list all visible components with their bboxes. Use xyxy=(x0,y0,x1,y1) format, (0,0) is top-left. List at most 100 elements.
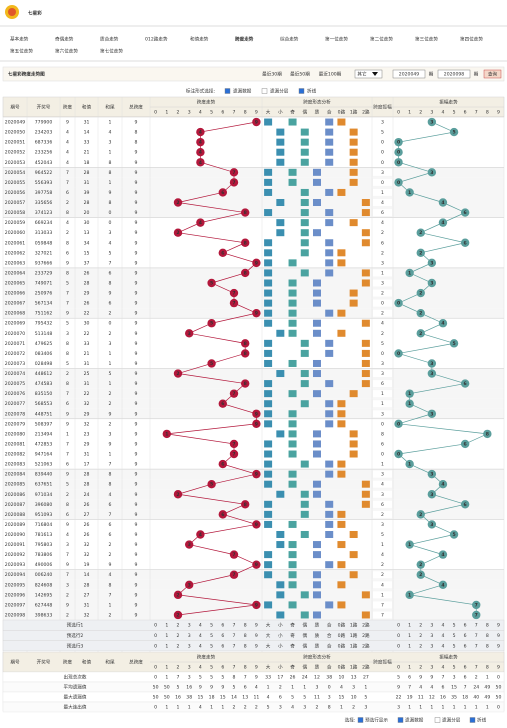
preselect-analysis[interactable]: 0路 xyxy=(338,632,346,639)
preselect-digit[interactable]: 7 xyxy=(475,623,478,629)
preselect-analysis[interactable]: 2路 xyxy=(362,642,370,649)
nav-tab[interactable]: 第六位走势 xyxy=(55,48,78,55)
preselect-analysis[interactable]: 小 xyxy=(278,632,283,639)
preselect-digit[interactable]: 8 xyxy=(244,633,247,639)
nav-tab[interactable]: 第一位走势 xyxy=(325,36,348,43)
preselect-analysis[interactable]: 质 xyxy=(315,632,320,639)
preselect-analysis[interactable]: 1路 xyxy=(350,622,358,629)
option[interactable]: 折线 xyxy=(307,88,317,95)
preselect-digit[interactable]: 2 xyxy=(177,643,180,649)
preselect-digit[interactable]: 2 xyxy=(177,633,180,639)
footer-option[interactable]: 折线 xyxy=(477,717,487,724)
preselect-digit[interactable]: 0 xyxy=(154,623,157,629)
option[interactable]: 遗漏分层 xyxy=(270,88,289,95)
range-link[interactable]: 最近50期 xyxy=(290,71,310,78)
preselect-digit[interactable]: 7 xyxy=(233,643,236,649)
preselect-digit[interactable]: 5 xyxy=(453,623,456,629)
preselect-digit[interactable]: 7 xyxy=(233,623,236,629)
footer-option[interactable]: 预选行显示 xyxy=(365,717,388,724)
nav-tab[interactable]: 第四位走势 xyxy=(460,36,483,43)
preselect-digit[interactable]: 1 xyxy=(165,643,168,649)
preselect-digit[interactable]: 5 xyxy=(210,643,213,649)
select-text[interactable]: 其它 xyxy=(357,71,367,78)
preselect-digit[interactable]: 1 xyxy=(165,633,168,639)
preselect-digit[interactable]: 0 xyxy=(154,643,157,649)
preselect-digit[interactable]: 3 xyxy=(188,623,191,629)
nav-tab[interactable]: 第二位走势 xyxy=(370,36,393,43)
preselect-digit[interactable]: 6 xyxy=(221,623,224,629)
preselect-analysis[interactable]: 奇 xyxy=(290,642,295,649)
preselect-digit[interactable]: 4 xyxy=(199,623,202,629)
nav-tab[interactable]: 第三位走势 xyxy=(415,36,438,43)
preselect-digit[interactable]: 1 xyxy=(165,623,168,629)
preselect-digit[interactable]: 7 xyxy=(475,633,478,639)
preselect-digit[interactable]: 4 xyxy=(441,623,444,629)
preselect-digit[interactable]: 6 xyxy=(464,623,467,629)
preselect-analysis[interactable]: 1路 xyxy=(350,632,358,639)
preselect-digit[interactable]: 7 xyxy=(233,633,236,639)
preselect-digit[interactable]: 2 xyxy=(419,643,422,649)
preselect-analysis[interactable]: 大 xyxy=(266,622,271,629)
preselect-digit[interactable]: 3 xyxy=(430,643,433,649)
preselect-digit[interactable]: 5 xyxy=(210,633,213,639)
preselect-digit[interactable]: 8 xyxy=(244,623,247,629)
preselect-digit[interactable]: 8 xyxy=(244,643,247,649)
preselect-digit[interactable]: 3 xyxy=(188,633,191,639)
preselect-digit[interactable]: 8 xyxy=(486,623,489,629)
preselect-digit[interactable]: 4 xyxy=(199,633,202,639)
preselect-digit[interactable]: 9 xyxy=(255,643,258,649)
nav-tab[interactable]: 和值走势 xyxy=(190,36,209,43)
preselect-analysis[interactable]: 大 xyxy=(266,632,271,639)
preselect-digit[interactable]: 6 xyxy=(221,643,224,649)
preselect-analysis[interactable]: 2路 xyxy=(362,632,370,639)
preselect-digit[interactable]: 5 xyxy=(210,623,213,629)
preselect-analysis[interactable]: 质 xyxy=(315,622,320,629)
preselect-analysis[interactable]: 合 xyxy=(327,642,332,649)
footer-option[interactable]: 遗漏数据 xyxy=(405,717,424,724)
preselect-digit[interactable]: 5 xyxy=(453,643,456,649)
input-text[interactable]: 2020098 xyxy=(444,72,465,78)
preselect-digit[interactable]: 0 xyxy=(397,633,400,639)
preselect-digit[interactable]: 0 xyxy=(154,633,157,639)
preselect-digit[interactable]: 3 xyxy=(430,623,433,629)
preselect-analysis[interactable]: 偶 xyxy=(302,632,307,639)
nav-tab[interactable]: 012路走势 xyxy=(145,36,168,43)
preselect-analysis[interactable]: 0路 xyxy=(338,642,346,649)
preselect-digit[interactable]: 2 xyxy=(419,623,422,629)
preselect-digit[interactable]: 3 xyxy=(430,633,433,639)
button-text[interactable]: 查询 xyxy=(488,71,498,78)
preselect-digit[interactable]: 8 xyxy=(486,643,489,649)
preselect-digit[interactable]: 3 xyxy=(188,643,191,649)
nav-tab[interactable]: 第七位走势 xyxy=(100,48,123,55)
preselect-analysis[interactable]: 小 xyxy=(278,622,283,629)
preselect-digit[interactable]: 2 xyxy=(419,633,422,639)
preselect-digit[interactable]: 9 xyxy=(497,623,500,629)
range-link[interactable]: 最近30期 xyxy=(262,71,282,78)
preselect-analysis[interactable]: 合 xyxy=(327,622,332,629)
preselect-digit[interactable]: 4 xyxy=(199,643,202,649)
nav-tab[interactable]: 第五位走势 xyxy=(10,48,33,55)
preselect-analysis[interactable]: 1路 xyxy=(350,642,358,649)
preselect-analysis[interactable]: 奇 xyxy=(290,622,295,629)
preselect-digit[interactable]: 2 xyxy=(177,623,180,629)
preselect-digit[interactable]: 8 xyxy=(486,633,489,639)
option[interactable]: 遗漏数据 xyxy=(233,88,252,95)
nav-tab[interactable]: 综合走势 xyxy=(280,36,299,43)
preselect-analysis[interactable]: 偶 xyxy=(302,622,307,629)
preselect-analysis[interactable]: 0路 xyxy=(338,622,346,629)
preselect-analysis[interactable]: 偶 xyxy=(302,642,307,649)
preselect-digit[interactable]: 4 xyxy=(441,643,444,649)
range-link[interactable]: 最近100期 xyxy=(319,71,342,78)
footer-option[interactable]: 遗漏分层 xyxy=(442,717,461,724)
preselect-digit[interactable]: 9 xyxy=(497,643,500,649)
input-text[interactable]: 2020049 xyxy=(399,72,420,78)
preselect-digit[interactable]: 6 xyxy=(464,643,467,649)
preselect-analysis[interactable]: 奇 xyxy=(290,632,295,639)
preselect-digit[interactable]: 0 xyxy=(397,623,400,629)
nav-tab[interactable]: 奇偶走势 xyxy=(55,36,74,43)
preselect-analysis[interactable]: 质 xyxy=(315,642,320,649)
preselect-digit[interactable]: 6 xyxy=(464,633,467,639)
preselect-digit[interactable]: 1 xyxy=(408,633,411,639)
preselect-analysis[interactable]: 2路 xyxy=(362,622,370,629)
preselect-digit[interactable]: 4 xyxy=(441,633,444,639)
